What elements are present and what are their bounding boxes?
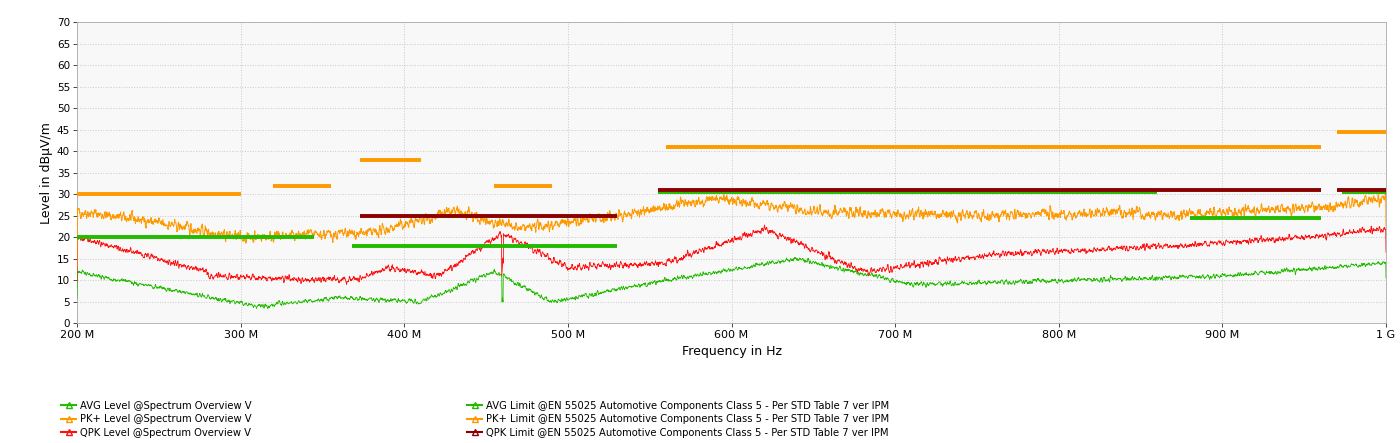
- Y-axis label: Level in dBμV/m: Level in dBμV/m: [39, 122, 53, 224]
- Legend: AVG Level @Spectrum Overview V, PK+ Level @Spectrum Overview V, QPK Level @Spect: AVG Level @Spectrum Overview V, PK+ Leve…: [62, 401, 252, 438]
- X-axis label: Frequency in Hz: Frequency in Hz: [682, 345, 781, 358]
- Legend: AVG Limit @EN 55025 Automotive Components Class 5 - Per STD Table 7 ver IPM, PK+: AVG Limit @EN 55025 Automotive Component…: [468, 401, 889, 438]
